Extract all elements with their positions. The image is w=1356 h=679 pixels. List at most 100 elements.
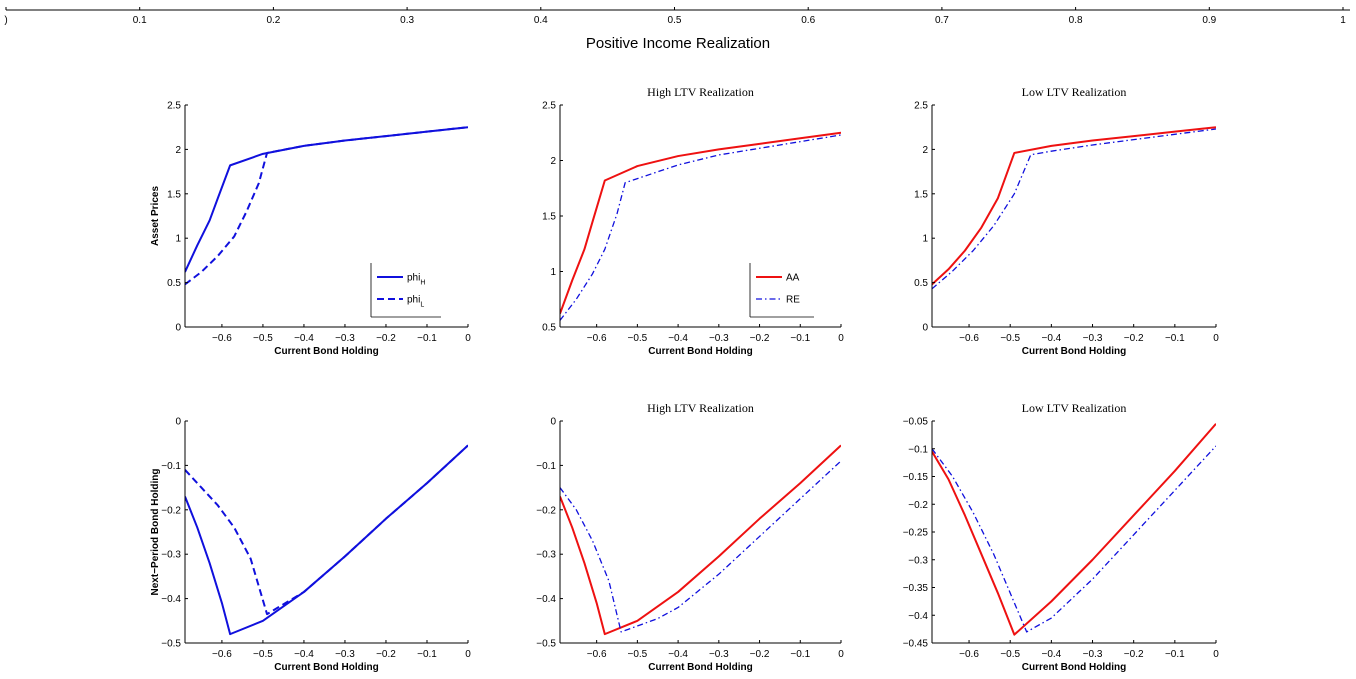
top-axis-tick-label: 0.3 <box>400 15 414 26</box>
x-tick-label: −0.3 <box>1083 649 1103 660</box>
subplot-6: −0.6 −0.5 −0.4 −0.3 −0.2 −0.1 0 −0.45 −0.4 −0.35 −… <box>903 401 1220 673</box>
y-tick-label: 2 <box>175 145 181 156</box>
x-tick-label: 0 <box>465 333 471 344</box>
x-tick-label: −0.3 <box>709 333 729 344</box>
x-tick-label: 0 <box>1213 649 1219 660</box>
y-tick-label: −0.2 <box>536 505 556 516</box>
x-tick-label: −0.2 <box>1124 649 1144 660</box>
top-axis-ticks: ) 0.1 0.2 0.3 0.4 0.5 0.6 0.7 0.8 0.9 1 <box>4 7 1346 26</box>
y-tick-label: 1.5 <box>167 189 181 200</box>
x-tick-label: −0.2 <box>750 649 770 660</box>
top-axis-tick-label: 1 <box>1340 15 1346 26</box>
top-axis: ) 0.1 0.2 0.3 0.4 0.5 0.6 0.7 0.8 0.9 1 <box>4 7 1350 26</box>
x-axis-label: Current Bond Holding <box>648 662 752 673</box>
series-line-aa <box>932 126 1216 286</box>
legend-label: phiH <box>407 273 425 287</box>
legend: phiH phiL <box>370 263 441 318</box>
x-tick-label: −0.4 <box>1041 333 1061 344</box>
y-tick-label: 2 <box>922 145 928 156</box>
x-tick-label: −0.6 <box>587 333 607 344</box>
x-tick-label: −0.2 <box>1124 333 1144 344</box>
x-tick-label: −0.4 <box>294 333 314 344</box>
y-tick-label: −0.25 <box>903 528 929 539</box>
series-line-aa <box>560 444 841 636</box>
subplot-title: Low LTV Realization <box>1022 85 1127 99</box>
y-tick-label: −0.1 <box>536 461 556 472</box>
top-axis-tick-label: 0.2 <box>266 15 280 26</box>
top-axis-tick-label: ) <box>4 15 7 26</box>
legend-label: RE <box>786 295 800 306</box>
legend-label-subscript: H <box>420 280 425 287</box>
x-tick-label: 0 <box>465 649 471 660</box>
x-tick-label: 0 <box>838 649 844 660</box>
top-axis-tick-label: 0.8 <box>1069 15 1083 26</box>
series-line-re <box>560 460 841 633</box>
x-tick-label: −0.2 <box>750 333 770 344</box>
x-tick-label: −0.5 <box>253 649 273 660</box>
x-tick-label: −0.6 <box>959 649 979 660</box>
y-tick-label: 2.5 <box>914 101 928 112</box>
x-tick-label: −0.4 <box>668 333 688 344</box>
x-tick-label: 0 <box>838 333 844 344</box>
series-line-phi-l <box>185 126 468 286</box>
series-line-phi-l <box>185 444 468 616</box>
y-tick-label: −0.45 <box>903 639 929 650</box>
top-axis-tick-label: 0.6 <box>801 15 815 26</box>
subplot-2: −0.6 −0.5 −0.4 −0.3 −0.2 −0.1 0 0.5 1 1.5 2 2.5 Curr… <box>542 85 844 357</box>
x-tick-label: −0.2 <box>376 333 396 344</box>
figure-title: Positive Income Realization <box>586 35 770 52</box>
y-tick-label: −0.05 <box>903 417 929 428</box>
y-tick-label: 1 <box>175 234 181 245</box>
x-tick-label: −0.3 <box>335 333 355 344</box>
y-tick-label: 0 <box>175 417 181 428</box>
series-line-phi-h <box>185 444 468 636</box>
y-tick-label: 0.5 <box>914 278 928 289</box>
y-tick-label: −0.4 <box>161 594 181 605</box>
y-tick-label: −0.5 <box>536 639 556 650</box>
x-tick-label: −0.5 <box>628 649 648 660</box>
y-tick-label: 1 <box>922 234 928 245</box>
series-line-phi-h <box>185 126 468 273</box>
x-axis-label: Current Bond Holding <box>648 346 752 357</box>
x-tick-label: −0.1 <box>417 649 437 660</box>
y-tick-label: −0.5 <box>161 639 181 650</box>
series-group <box>185 126 468 286</box>
series-line-re <box>932 128 1216 290</box>
series-group <box>932 126 1216 290</box>
x-tick-label: −0.3 <box>1083 333 1103 344</box>
y-tick-label: −0.1 <box>161 461 181 472</box>
y-axis-label: Next−Period Bond Holding <box>150 469 161 596</box>
series-line-aa <box>560 131 841 315</box>
y-tick-label: −0.3 <box>161 550 181 561</box>
y-tick-label: 0.5 <box>542 323 556 334</box>
x-tick-label: −0.6 <box>212 649 232 660</box>
y-tick-label: 0 <box>922 323 928 334</box>
x-axis-label: Current Bond Holding <box>1022 662 1126 673</box>
x-tick-label: −0.2 <box>376 649 396 660</box>
x-tick-label: −0.6 <box>587 649 607 660</box>
x-tick-label: −0.5 <box>1000 333 1020 344</box>
series-line-re <box>560 134 841 321</box>
x-tick-label: −0.1 <box>790 333 810 344</box>
subplot-4: −0.6 −0.5 −0.4 −0.3 −0.2 −0.1 0 −0.5 −0.4 −0.3 −0.… <box>150 417 471 674</box>
top-axis-tick-label: 0.7 <box>935 15 949 26</box>
x-tick-label: 0 <box>1213 333 1219 344</box>
top-axis-tick-label: 0.1 <box>133 15 147 26</box>
x-tick-label: −0.3 <box>335 649 355 660</box>
y-tick-label: 0 <box>550 417 556 428</box>
legend-label: phiL <box>407 295 424 309</box>
x-tick-label: −0.4 <box>1041 649 1061 660</box>
top-axis-tick-label: 0.9 <box>1202 15 1216 26</box>
legend: AA RE <box>749 263 814 318</box>
y-tick-label: 0 <box>175 323 181 334</box>
series-group <box>560 444 841 636</box>
y-tick-label: −0.4 <box>908 611 928 622</box>
series-group <box>932 423 1216 636</box>
series-group <box>560 131 841 321</box>
series-line-re <box>932 445 1216 633</box>
series-line-aa <box>932 423 1216 636</box>
x-tick-label: −0.4 <box>668 649 688 660</box>
x-tick-label: −0.5 <box>1000 649 1020 660</box>
y-tick-label: 2.5 <box>167 101 181 112</box>
